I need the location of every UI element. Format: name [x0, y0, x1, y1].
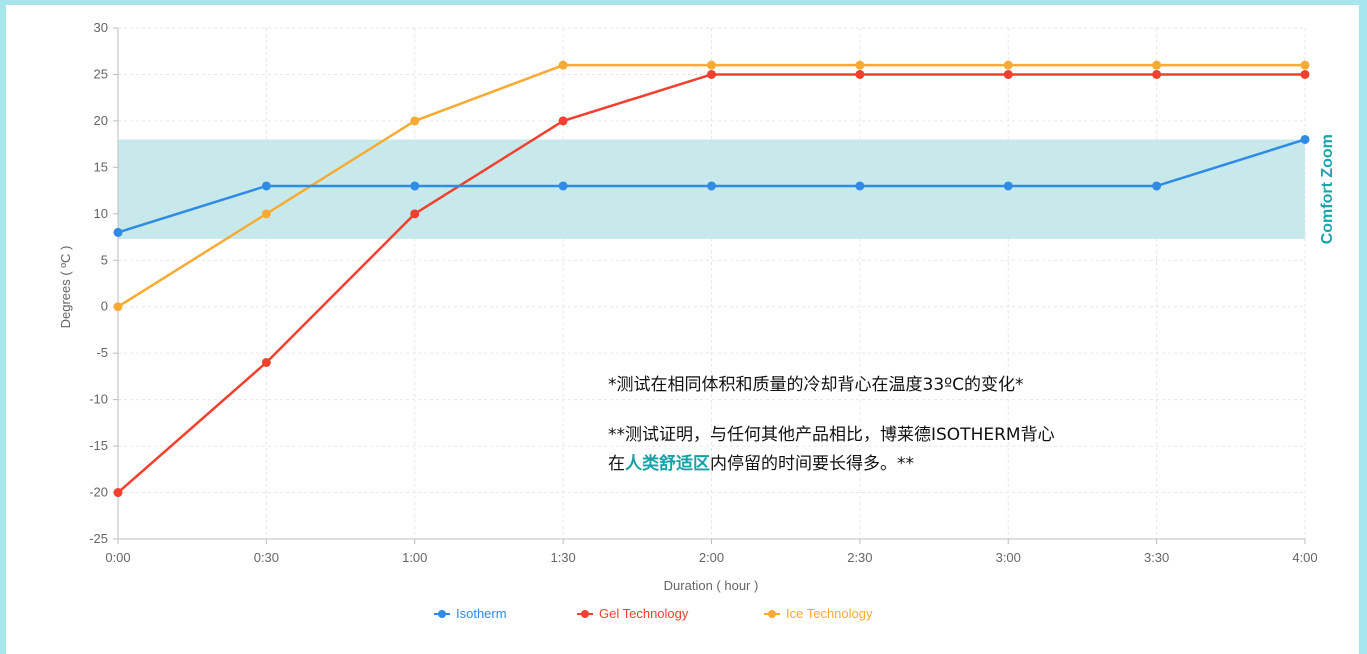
y-tick-label: 20: [94, 113, 108, 128]
x-tick-label: 3:00: [996, 550, 1021, 565]
comfort-zone-highlight: 人类舒适区: [625, 454, 710, 474]
data-point-isotherm[interactable]: [1003, 181, 1013, 191]
test-note-line-3: 在人类舒适区内停留的时间要长得多。**: [608, 449, 914, 474]
x-tick-label: 4:00: [1292, 550, 1317, 565]
y-tick-label: -5: [96, 345, 108, 360]
x-tick-label: 2:00: [699, 550, 724, 565]
data-point-ice-technology[interactable]: [410, 116, 420, 126]
x-tick-label: 1:30: [550, 550, 575, 565]
legend-item-ice-technology[interactable]: Ice Technology: [764, 606, 873, 621]
x-axis-ticks: 0:00 0:30 1:00 1:30 2:00 2:30 3:00 3:30 4:00: [105, 539, 1318, 565]
y-tick-label: 0: [101, 299, 108, 314]
legend-marker-ice-technology: [764, 609, 780, 619]
frame-right-border: [1359, 0, 1367, 654]
data-point-isotherm[interactable]: [558, 181, 568, 191]
legend-marker-isotherm: [434, 609, 450, 619]
y-tick-label: 25: [94, 66, 108, 81]
legend-label-gel-technology: Gel Technology: [599, 606, 689, 621]
comfort-zone-label: Comfort Zoom: [1319, 134, 1336, 244]
data-point-gel-technology[interactable]: [855, 69, 865, 79]
data-point-gel-technology[interactable]: [1152, 69, 1162, 79]
x-tick-label: 1:00: [402, 550, 427, 565]
data-point-ice-technology[interactable]: [1003, 60, 1013, 70]
data-point-gel-technology[interactable]: [1300, 69, 1310, 79]
data-point-ice-technology[interactable]: [558, 60, 568, 70]
y-tick-label: 30: [94, 20, 108, 35]
data-point-isotherm[interactable]: [113, 227, 123, 237]
y-tick-label: -15: [89, 438, 108, 453]
x-tick-label: 3:30: [1144, 550, 1169, 565]
data-point-ice-technology[interactable]: [855, 60, 865, 70]
data-point-isotherm[interactable]: [707, 181, 716, 191]
data-point-ice-technology[interactable]: [1300, 60, 1310, 70]
y-tick-label: -10: [89, 392, 108, 407]
test-note-line-1: *测试在相同体积和质量的冷却背心在温度33ºC的变化*: [608, 375, 1024, 395]
data-point-isotherm[interactable]: [261, 181, 271, 191]
test-note-line-2: **测试证明，与任何其他产品相比，博莱德ISOTHERM背心: [608, 425, 1055, 445]
data-point-isotherm[interactable]: [410, 181, 420, 191]
frame-top-border: [0, 0, 1367, 5]
test-note-line-3-prefix: 在: [608, 454, 625, 474]
legend-label-ice-technology: Ice Technology: [786, 606, 873, 621]
data-point-ice-technology[interactable]: [707, 60, 716, 70]
x-tick-label: 0:00: [105, 550, 130, 565]
y-tick-label: 5: [101, 252, 108, 267]
frame-left-border: [0, 0, 6, 654]
y-axis-ticks: 30 25 20 15 10 5 0 -5 -10 -15 -20 -25: [89, 20, 118, 546]
data-point-ice-technology[interactable]: [1152, 60, 1162, 70]
data-point-gel-technology[interactable]: [113, 488, 123, 498]
test-note-line-3-suffix: 内停留的时间要长得多。**: [710, 454, 914, 474]
x-tick-label: 2:30: [847, 550, 872, 565]
data-point-isotherm[interactable]: [855, 181, 865, 191]
y-tick-label: 10: [94, 206, 108, 221]
x-tick-label: 0:30: [254, 550, 279, 565]
chart-legend: Isotherm Gel Technology Ice Technology: [0, 606, 1367, 628]
data-point-gel-technology[interactable]: [707, 69, 716, 79]
legend-label-isotherm: Isotherm: [456, 606, 507, 621]
y-tick-label: -25: [89, 531, 108, 546]
legend-marker-gel-technology: [577, 609, 593, 619]
legend-item-gel-technology[interactable]: Gel Technology: [577, 606, 688, 621]
legend-item-isotherm[interactable]: Isotherm: [434, 606, 507, 621]
data-point-ice-technology[interactable]: [261, 209, 271, 219]
data-point-isotherm[interactable]: [1300, 134, 1310, 144]
y-tick-label: 15: [94, 159, 108, 174]
y-axis-title: Degrees ( ºC ): [58, 246, 73, 329]
data-point-gel-technology[interactable]: [1003, 69, 1013, 79]
data-point-gel-technology[interactable]: [410, 209, 420, 219]
data-point-ice-technology[interactable]: [113, 302, 123, 312]
x-axis-title: Duration ( hour ): [664, 578, 759, 593]
data-point-isotherm[interactable]: [1152, 181, 1162, 191]
data-point-gel-technology[interactable]: [261, 357, 271, 367]
y-tick-label: -20: [89, 485, 108, 500]
series-points: [113, 60, 1310, 498]
data-point-gel-technology[interactable]: [558, 116, 568, 126]
